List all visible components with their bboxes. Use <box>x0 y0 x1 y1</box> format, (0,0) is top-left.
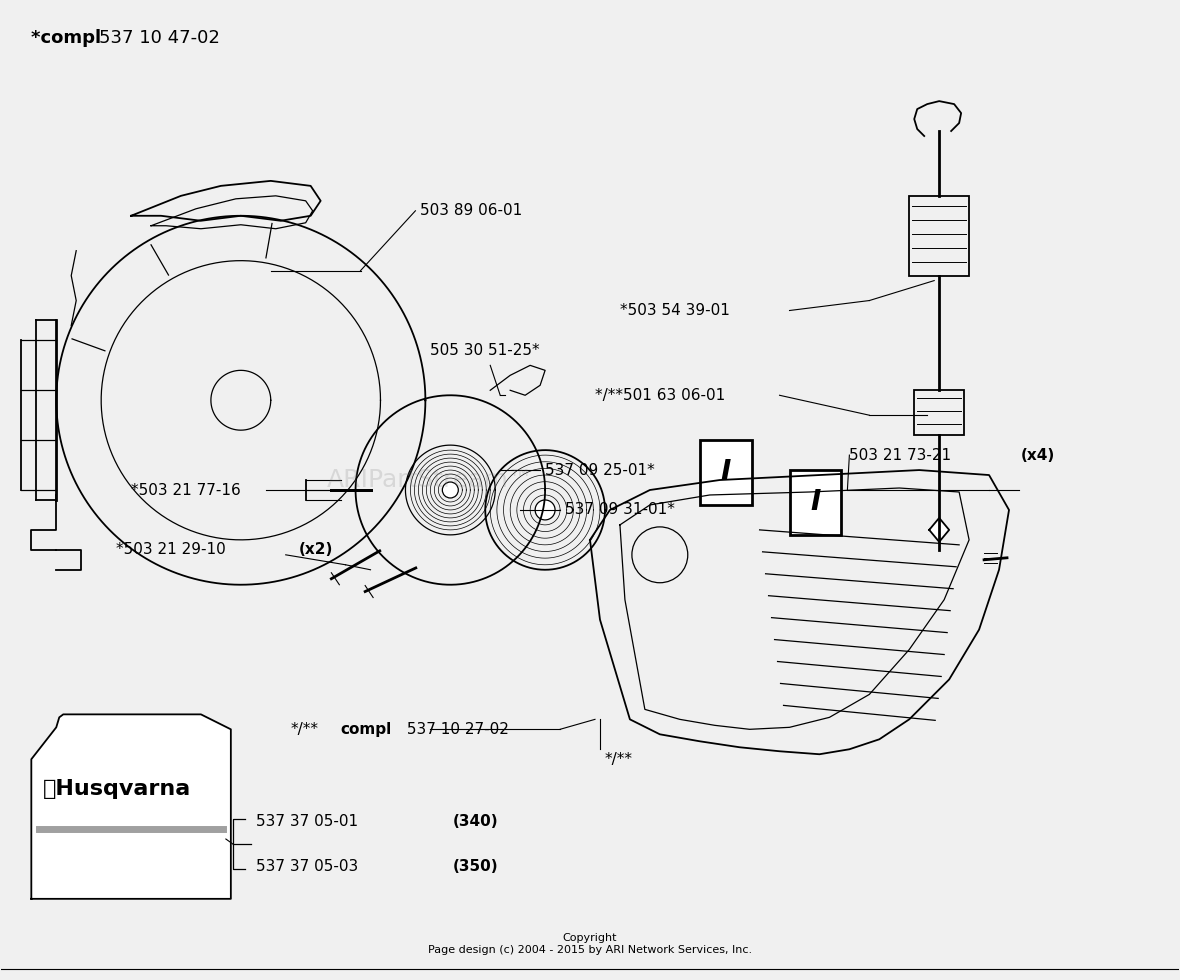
Text: compl: compl <box>341 722 392 737</box>
Text: I: I <box>811 488 820 515</box>
Bar <box>700 440 752 505</box>
Bar <box>910 196 969 275</box>
Polygon shape <box>929 517 949 542</box>
Text: (x4): (x4) <box>1021 448 1055 463</box>
Bar <box>914 390 964 435</box>
Text: ARIPartStream™: ARIPartStream™ <box>327 468 533 492</box>
Text: *503 54 39-01: *503 54 39-01 <box>620 303 729 318</box>
Polygon shape <box>32 714 231 899</box>
Text: 537 10 27-02: 537 10 27-02 <box>402 722 510 737</box>
Circle shape <box>535 500 555 520</box>
Bar <box>789 470 841 535</box>
Text: */**: */** <box>605 752 632 766</box>
Text: ⓘHusqvarna: ⓘHusqvarna <box>44 779 191 799</box>
Text: (340): (340) <box>452 813 498 828</box>
Text: */**: */** <box>290 722 319 737</box>
Text: *503 21 77-16: *503 21 77-16 <box>131 482 241 498</box>
Text: 503 89 06-01: 503 89 06-01 <box>420 203 523 219</box>
Text: 537 09 31-01*: 537 09 31-01* <box>565 503 675 517</box>
Text: 505 30 51-25*: 505 30 51-25* <box>431 343 540 358</box>
Text: *503 21 29-10: *503 21 29-10 <box>116 542 231 558</box>
Circle shape <box>442 482 458 498</box>
Text: */**501 63 06-01: */**501 63 06-01 <box>595 388 726 403</box>
Text: *compl: *compl <box>32 29 107 47</box>
Text: (x2): (x2) <box>299 542 333 558</box>
Text: 537 37 05-01: 537 37 05-01 <box>256 813 362 828</box>
Text: Copyright
Page design (c) 2004 - 2015 by ARI Network Services, Inc.: Copyright Page design (c) 2004 - 2015 by… <box>428 933 752 955</box>
Text: 503 21 73-21: 503 21 73-21 <box>850 448 956 463</box>
Text: 537 10 47-02: 537 10 47-02 <box>99 29 219 47</box>
Text: I: I <box>721 458 730 486</box>
Text: (350): (350) <box>452 859 498 874</box>
Text: 537 37 05-03: 537 37 05-03 <box>256 859 363 874</box>
Text: 537 09 25-01*: 537 09 25-01* <box>545 463 655 477</box>
